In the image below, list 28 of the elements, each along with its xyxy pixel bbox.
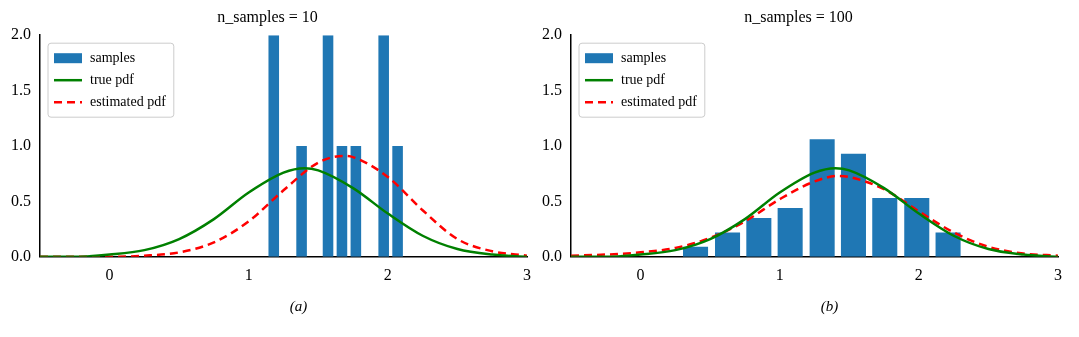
y-tick-label: 1.0: [542, 136, 562, 154]
y-tick-label: 0.5: [542, 191, 562, 209]
chart-title: n_samples = 100: [744, 7, 853, 26]
legend-label: true pdf: [621, 71, 666, 87]
y-tick-label: 1.5: [11, 80, 31, 98]
legend-label: estimated pdf: [621, 93, 698, 109]
x-tick-label: 1: [775, 265, 784, 283]
y-tick-label: 0.0: [542, 247, 562, 264]
y-tick-label: 0.5: [11, 191, 31, 209]
y-tick-label: 2.0: [11, 25, 31, 43]
x-tick-label: 2: [383, 265, 392, 283]
text: (a): [288, 298, 309, 315]
x-tick-label: 0: [636, 265, 645, 283]
x-tick-label: 0: [105, 265, 114, 283]
x-tick-label: 3: [523, 265, 531, 283]
x-tick-label: 1: [244, 265, 253, 283]
y-tick-label: 1.0: [11, 136, 31, 154]
legend-label: samples: [90, 49, 136, 65]
chart-title: n_samples = 10: [217, 7, 318, 26]
legend-label: true pdf: [90, 71, 135, 87]
text: (b): [819, 298, 840, 315]
legend-label: samples: [621, 49, 667, 65]
x-tick-label: 2: [914, 265, 923, 283]
y-tick-label: 2.0: [542, 25, 562, 43]
y-tick-label: 0.0: [11, 247, 31, 264]
legend-label: estimated pdf: [90, 93, 167, 109]
x-tick-label: 3: [1054, 265, 1062, 283]
y-tick-label: 1.5: [542, 80, 562, 98]
